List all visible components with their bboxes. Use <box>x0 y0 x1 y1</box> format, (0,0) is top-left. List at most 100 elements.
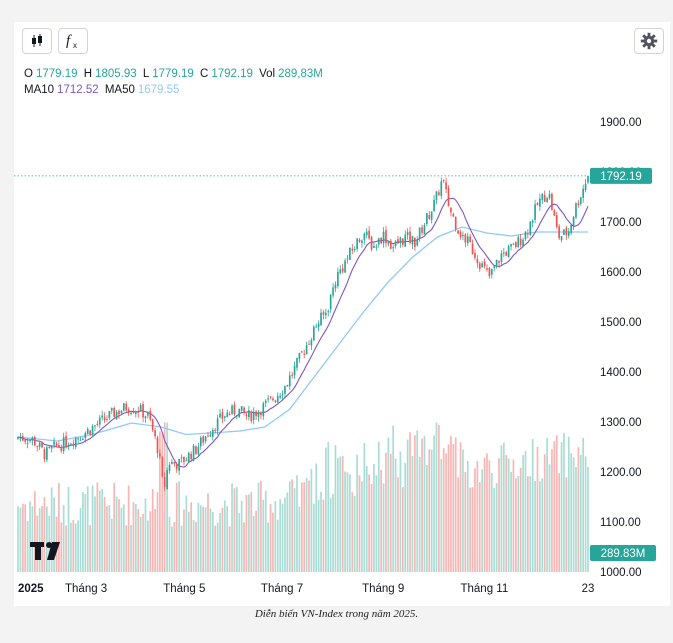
candle-body <box>21 436 24 441</box>
candle-body <box>62 437 65 452</box>
price-chart[interactable]: 1900.001800.001700.001600.001500.001400.… <box>14 22 670 606</box>
volume-bar <box>86 486 89 572</box>
volume-bar <box>570 453 573 572</box>
candle-body <box>300 351 303 353</box>
volume-bar <box>33 491 36 572</box>
candle-body <box>353 248 356 250</box>
candle-body <box>493 266 496 268</box>
candle-body <box>257 411 260 417</box>
function-fx-icon: f x <box>66 33 77 50</box>
volume-bar <box>144 498 147 572</box>
volume-bar <box>161 433 164 572</box>
candle-body <box>584 183 587 191</box>
candle-body <box>337 271 339 287</box>
candle-body <box>548 193 551 199</box>
candle-body <box>46 447 48 460</box>
candle-body <box>531 220 534 223</box>
volume-bar <box>495 483 498 572</box>
indicators-button[interactable]: f x <box>58 28 88 54</box>
candle-body <box>303 353 306 355</box>
candle-body <box>555 215 558 228</box>
candle-body <box>211 429 214 437</box>
volume-bar <box>29 501 31 572</box>
candle-body <box>262 403 265 417</box>
volume-bar <box>238 513 241 572</box>
volume-bar <box>106 506 108 572</box>
candle-body <box>553 210 556 216</box>
volume-bar <box>180 525 183 572</box>
volume-bar <box>168 516 171 572</box>
candle-body <box>195 446 197 454</box>
candle-body <box>464 234 467 243</box>
candle-body <box>183 456 185 463</box>
candle-body <box>168 464 171 472</box>
candle-body <box>498 261 500 263</box>
y-tick-label: 1400.00 <box>600 367 642 379</box>
candle-body <box>233 404 236 415</box>
volume-bar <box>382 483 385 572</box>
volume-bar <box>515 478 517 572</box>
volume-bar <box>269 503 272 572</box>
candle-body <box>70 443 72 445</box>
candle-body <box>325 312 327 316</box>
candle-body <box>236 415 238 417</box>
volume-bar <box>110 518 113 572</box>
volume-bar <box>178 481 180 572</box>
volume-bar <box>490 473 493 572</box>
candle-body <box>462 234 464 237</box>
volume-bar <box>577 447 580 572</box>
volume-bar <box>502 442 505 572</box>
settings-button[interactable] <box>634 28 664 54</box>
volume-bar <box>65 525 67 572</box>
volume-bar <box>305 477 308 572</box>
candle-body <box>346 258 349 260</box>
candle-body <box>546 197 548 202</box>
volume-bar <box>356 454 358 572</box>
candle-body <box>478 263 481 269</box>
candle-body <box>274 400 277 402</box>
volume-bar <box>327 441 330 572</box>
close-value: 1792.19 <box>211 68 253 80</box>
candle-body <box>228 414 231 416</box>
candle-body <box>89 430 91 435</box>
x-tick-label: Tháng 3 <box>65 583 107 595</box>
candle-body <box>65 435 67 448</box>
candle-body <box>466 236 469 244</box>
candle-body <box>209 434 212 437</box>
ma50-label: MA50 <box>104 84 135 96</box>
volume-bar <box>74 523 77 572</box>
volume-bar <box>113 482 116 572</box>
volume-bar <box>216 522 219 572</box>
volume-bar <box>488 460 491 572</box>
volume-bar <box>317 499 320 572</box>
open-value: 1779.19 <box>35 68 78 80</box>
candle-body <box>110 408 113 411</box>
high-label: H <box>83 68 93 80</box>
candle-body <box>377 238 380 245</box>
figure-caption: Diễn biến VN-Index trong năm 2025. <box>254 608 419 620</box>
volume-bar <box>418 456 421 572</box>
candle-body <box>365 231 368 236</box>
candle-body <box>29 439 31 442</box>
candle-body <box>286 385 289 387</box>
volume-bar <box>250 491 253 572</box>
low-value: 1779.19 <box>152 68 194 80</box>
volume-bar <box>430 449 433 572</box>
chart-type-button[interactable] <box>22 28 52 54</box>
candle-body <box>534 204 536 220</box>
volume-bar <box>572 457 575 572</box>
candle-body <box>382 231 385 244</box>
volume-bar <box>98 490 101 572</box>
candle-body <box>579 197 582 204</box>
candle-body <box>488 268 491 277</box>
volume-bar <box>166 422 168 572</box>
volume-bar <box>587 466 589 572</box>
candle-body <box>180 457 183 459</box>
volume-bar <box>519 467 522 572</box>
candle-body <box>418 227 421 239</box>
y-tick-label: 1200.00 <box>600 467 642 479</box>
volume-bar <box>303 482 306 572</box>
candle-body <box>529 221 532 235</box>
candle-body <box>79 439 82 441</box>
volume-bar <box>46 506 48 572</box>
